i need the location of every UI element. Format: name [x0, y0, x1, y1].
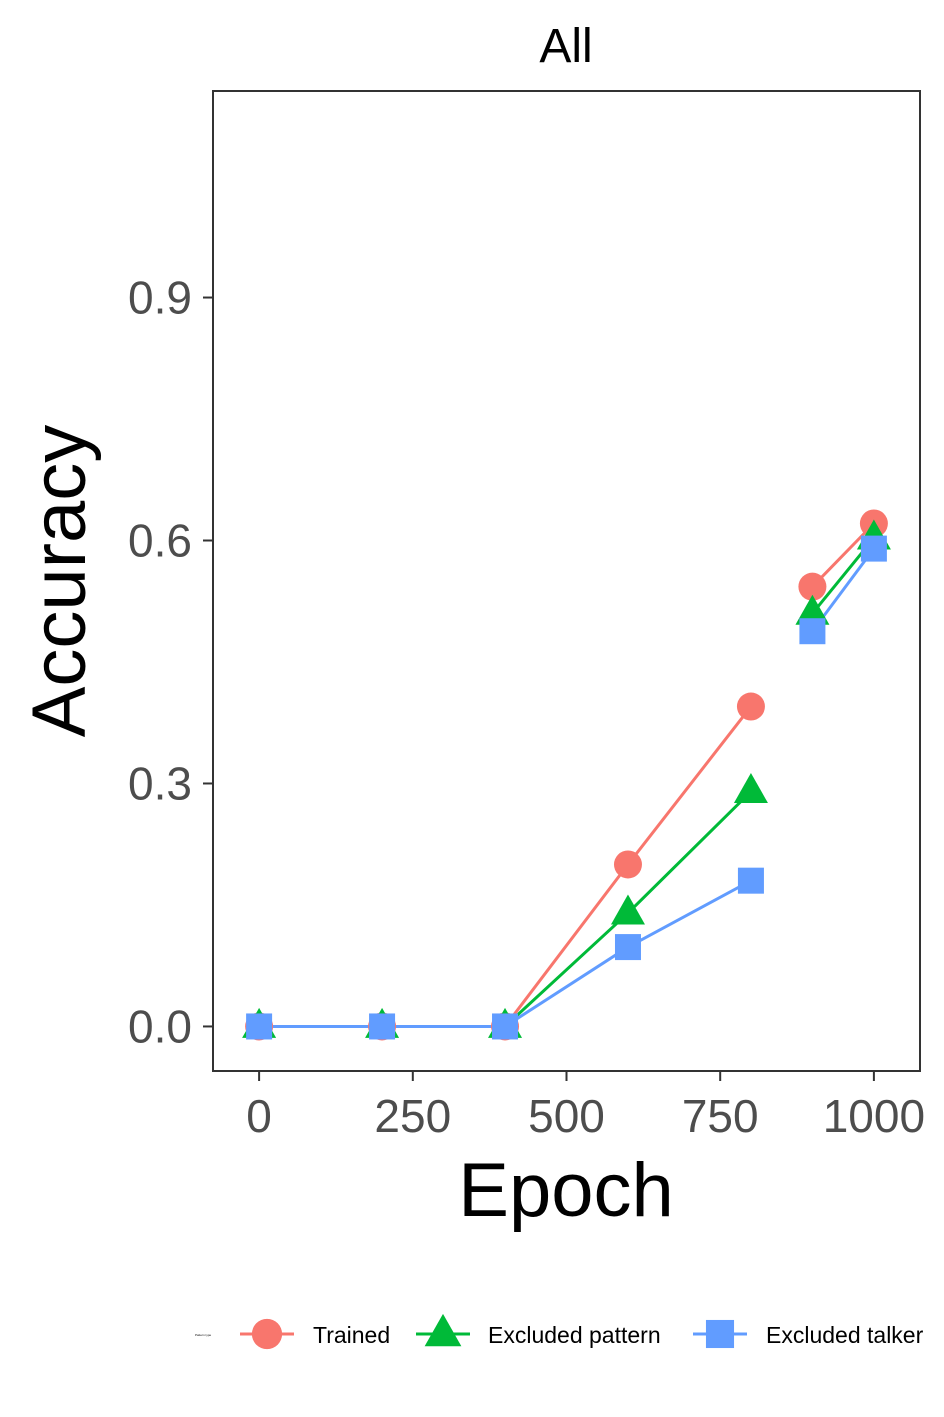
series-line-trained [811, 522, 875, 588]
data-point-excluded-pattern [733, 772, 768, 803]
data-point-excluded-talker [799, 618, 826, 645]
series-line-excluded-talker [259, 879, 752, 1028]
y-tick-label: 0.9 [128, 272, 192, 324]
data-point-trained [613, 850, 642, 879]
legend-key-marker-trained [251, 1318, 283, 1350]
x-tick-label: 750 [682, 1090, 759, 1142]
data-point-excluded-pattern [795, 594, 830, 625]
x-axis: 0 250 500 750 1000 [246, 1071, 925, 1142]
x-axis-title: Epoch [458, 1148, 674, 1233]
y-tick-label: 0.6 [128, 515, 192, 567]
y-axis: 0.0 0.3 0.6 0.9 [128, 272, 213, 1052]
x-tick-label: 1000 [823, 1090, 925, 1142]
legend-label-excluded-pattern: Excluded pattern [488, 1322, 661, 1348]
data-point-excluded-pattern [610, 894, 645, 925]
y-axis-title: Accuracy [17, 425, 102, 738]
chart-title: All [539, 20, 592, 73]
x-tick-label: 0 [246, 1090, 272, 1142]
legend-label-excluded-talker: Excluded talker [766, 1322, 924, 1348]
series-line-excluded-pattern [259, 790, 752, 1028]
data-point-trained [798, 572, 827, 601]
data-point-excluded-talker [614, 934, 641, 961]
data-point-trained [736, 692, 765, 721]
data-point-excluded-talker [492, 1013, 519, 1040]
plot-area [242, 509, 891, 1041]
data-point-excluded-talker [737, 867, 764, 894]
legend: Pattern type Trained Excluded pattern Excl… [195, 1313, 924, 1350]
y-tick-label: 0.3 [128, 757, 192, 809]
data-point-excluded-talker [860, 535, 887, 562]
data-point-excluded-talker [246, 1013, 273, 1040]
x-tick-label: 250 [374, 1090, 451, 1142]
x-tick-label: 500 [528, 1090, 605, 1142]
y-tick-label: 0.0 [128, 1000, 192, 1052]
legend-title: Pattern type [195, 1333, 212, 1337]
legend-label-trained: Trained [313, 1322, 390, 1348]
legend-key-marker-excluded-talker [705, 1319, 735, 1349]
legend-key-marker-excluded-pattern [424, 1313, 462, 1347]
data-point-excluded-talker [369, 1013, 396, 1040]
